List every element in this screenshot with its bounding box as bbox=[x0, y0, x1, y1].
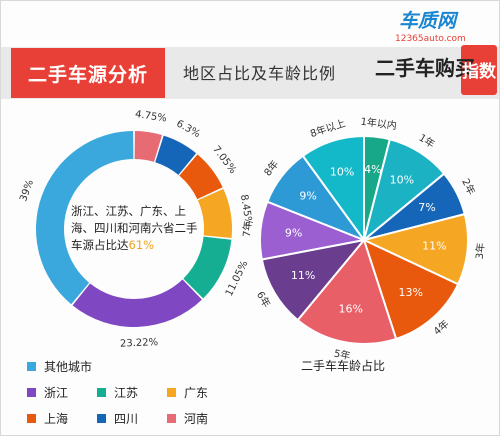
pie-category-label: 1年以内 bbox=[360, 115, 398, 132]
pie-category-label: 4年 bbox=[431, 317, 452, 338]
donut-center-text: 浙江、江苏、广东、上海、四川和河南六省二手车源占比达61% bbox=[71, 203, 199, 254]
legend-item: 广东 bbox=[167, 384, 208, 401]
page-subtitle: 地区占比及车龄比例 bbox=[183, 64, 337, 83]
donut-slice bbox=[134, 131, 163, 162]
legend-label: 其他城市 bbox=[44, 360, 93, 374]
donut-value-label: 7.05% bbox=[210, 144, 238, 176]
donut-slice bbox=[183, 236, 232, 299]
donut-slice bbox=[197, 188, 232, 238]
donut-value-label: 8.45% bbox=[238, 194, 254, 227]
legend-label: 江苏 bbox=[114, 386, 139, 400]
legend-swatch bbox=[97, 414, 106, 423]
pie-category-label: 7年 bbox=[240, 220, 254, 238]
logo-slogan-text: 二手车购买 bbox=[375, 56, 475, 80]
legend-swatch bbox=[27, 362, 36, 371]
page-title: 二手车源分析 bbox=[11, 48, 165, 98]
logo-brand-text: 车质网 bbox=[399, 10, 459, 32]
pie-slice bbox=[362, 238, 460, 341]
pie-category-label: 1年 bbox=[417, 131, 438, 151]
pie-category-label: 5年 bbox=[333, 347, 352, 363]
pie-value-label: 11% bbox=[291, 269, 315, 282]
pie-caption: 二手车车龄占比 bbox=[301, 359, 386, 373]
legend-label: 广东 bbox=[184, 386, 209, 400]
legend-swatch bbox=[27, 388, 36, 397]
legend-label: 上海 bbox=[44, 412, 69, 426]
legend-label: 浙江 bbox=[44, 386, 69, 400]
pie-category-label: 2年 bbox=[459, 176, 478, 196]
legend-swatch bbox=[97, 388, 106, 397]
pie-category-label: 8年以上 bbox=[308, 116, 347, 140]
donut-slice bbox=[155, 135, 197, 175]
brand-logo: 车质网 12365auto.com 二手车购买 指数 bbox=[375, 10, 497, 95]
legend-swatch bbox=[27, 414, 36, 423]
pie-value-label: 13% bbox=[399, 286, 423, 299]
pie-slice bbox=[361, 212, 469, 286]
donut-value-label: 39% bbox=[18, 178, 36, 203]
donut-value-label: 23.22% bbox=[120, 337, 159, 350]
logo-url-text: 12365auto.com bbox=[395, 34, 466, 44]
legend-label: 四川 bbox=[114, 412, 139, 426]
pie-category-label: 3年 bbox=[473, 242, 487, 260]
pie-slice bbox=[296, 237, 398, 345]
pie-value-label: 9% bbox=[299, 190, 316, 203]
logo-badge-text: 指数 bbox=[462, 61, 497, 82]
pie-slice bbox=[301, 134, 365, 244]
donut-slice bbox=[36, 131, 134, 305]
pie-value-label: 10% bbox=[330, 166, 354, 179]
pie-value-label: 11% bbox=[422, 240, 446, 253]
logo-badge-box bbox=[461, 45, 497, 95]
legend-item: 河南 bbox=[167, 410, 208, 427]
pie-value-label: 16% bbox=[339, 302, 363, 315]
pie-category-label: 6年 bbox=[254, 289, 274, 310]
donut-center-value: 61% bbox=[128, 238, 155, 252]
legend-item: 其他城市 bbox=[27, 358, 92, 375]
donut-value-label: 4.75% bbox=[134, 109, 167, 125]
legend-swatch bbox=[167, 414, 176, 423]
legend-item: 四川 bbox=[97, 410, 138, 427]
pie-value-label: 4% bbox=[364, 163, 381, 176]
donut-slice bbox=[179, 154, 223, 200]
donut-center-main: 浙江、江苏、广东、上海、四川和河南六省二手车源占比达 bbox=[71, 204, 198, 252]
donut-value-label: 11.05% bbox=[224, 259, 250, 298]
pie-value-label: 7% bbox=[418, 201, 435, 214]
donut-slice bbox=[72, 279, 202, 327]
legend-item: 上海 bbox=[27, 410, 68, 427]
donut-value-label: 6.3% bbox=[174, 118, 202, 140]
legend-label: 河南 bbox=[184, 412, 209, 426]
pie-value-label: 9% bbox=[285, 226, 302, 239]
legend-item: 浙江 bbox=[27, 384, 68, 401]
pie-value-label: 10% bbox=[390, 173, 414, 186]
legend-item: 江苏 bbox=[97, 384, 138, 401]
legend-swatch bbox=[167, 388, 176, 397]
pie-slice bbox=[260, 238, 367, 322]
pie-category-label: 8年 bbox=[261, 158, 281, 179]
